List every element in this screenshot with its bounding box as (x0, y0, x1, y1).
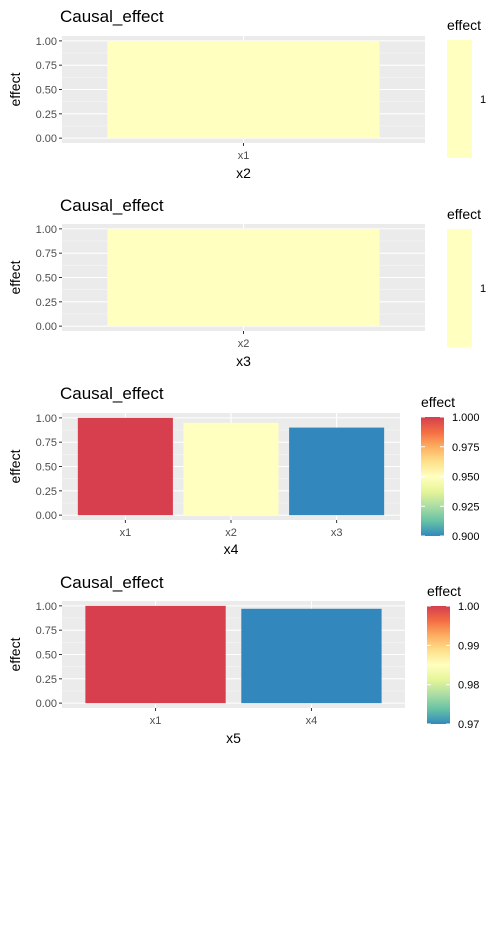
y-axis-title: effect (7, 260, 23, 294)
colorbar (421, 417, 444, 536)
y-tick-label: 0.00 (36, 133, 57, 145)
y-tick-label: 0.50 (36, 462, 57, 474)
x-tick-label: x3 (331, 527, 343, 539)
y-tick-label: 0.00 (36, 698, 57, 710)
legend-label: 1.00 (458, 601, 479, 613)
x-axis-title: x4 (224, 541, 239, 557)
y-tick-label: 1.00 (36, 36, 57, 48)
legend-label: 1 (480, 283, 486, 295)
legend-title: effect (421, 394, 455, 410)
legend-label: 0.98 (458, 680, 479, 692)
chart-panel-4: 0.00 0.25 0.50 0.75 1.00 x1 x4 Causal_effect x5 e… (7, 573, 479, 746)
chart-panel-1: 0.00 0.25 0.50 0.75 1.00 x1 Causal_effect x2 eff… (7, 7, 486, 181)
bar-x1 (77, 417, 173, 516)
y-axis-title: effect (7, 637, 23, 671)
legend-label: 0.900 (452, 531, 480, 543)
y-tick-label: 0.25 (36, 297, 57, 309)
bar-x1 (107, 40, 380, 139)
bar-x4 (241, 608, 382, 704)
y-axis-title: effect (7, 449, 23, 483)
x-tick-label: x2 (225, 527, 237, 539)
x-tick-label: x1 (150, 715, 162, 727)
chart-title: Causal_effect (60, 384, 164, 403)
legend-label: 0.925 (452, 501, 480, 513)
x-axis-title: x3 (236, 353, 251, 369)
chart-title: Causal_effect (60, 196, 164, 215)
y-tick-label: 1.00 (36, 224, 57, 236)
colorbar (427, 606, 450, 724)
y-tick-label: 0.25 (36, 109, 57, 121)
chart-title: Causal_effect (60, 573, 164, 592)
y-tick-label: 0.00 (36, 510, 57, 522)
chart-panel-2: 0.00 0.25 0.50 0.75 1.00 x2 Causal_effect x3 eff… (7, 196, 486, 369)
x-tick-label: x1 (120, 527, 132, 539)
y-tick-label: 0.00 (36, 321, 57, 333)
legend-label: 0.950 (452, 472, 480, 484)
chart-panel-3: 0.00 0.25 0.50 0.75 1.00 x1 x2 x3 Causal_effectx… (7, 384, 480, 557)
x-tick-label: x2 (238, 338, 250, 350)
y-tick-label: 0.75 (36, 248, 57, 260)
y-tick-label: 0.25 (36, 486, 57, 498)
bar-x2 (107, 228, 380, 327)
y-tick-label: 0.50 (36, 273, 57, 285)
x-axis-title: x2 (236, 165, 251, 181)
bar-x3 (289, 427, 385, 516)
x-tick-label: x1 (238, 150, 250, 162)
y-tick-label: 0.75 (36, 625, 57, 637)
y-tick-label: 0.50 (36, 650, 57, 662)
legend-label: 1 (480, 94, 486, 106)
y-tick-label: 1.00 (36, 413, 57, 425)
legend-title: effect (447, 17, 481, 33)
y-tick-label: 0.75 (36, 437, 57, 449)
colorbar (447, 229, 472, 347)
legend-title: effect (447, 206, 481, 222)
legend-label: 0.99 (458, 640, 479, 652)
legend: effect 1 (447, 206, 486, 347)
legend-label: 0.97 (458, 719, 479, 731)
y-tick-label: 0.25 (36, 674, 57, 686)
colorbar (447, 40, 472, 158)
chart-title: Causal_effect (60, 7, 164, 26)
legend: effect 1.000 0.975 0.950 0.925 0.900 (421, 394, 480, 543)
legend-label: 0.975 (452, 442, 480, 454)
legend: effect 1.00 0.99 0.98 0.97 (427, 583, 479, 731)
legend-title: effect (427, 583, 461, 599)
y-tick-label: 1.00 (36, 601, 57, 613)
bar-x2 (183, 422, 279, 516)
y-tick-label: 0.50 (36, 85, 57, 97)
y-tick-label: 0.75 (36, 60, 57, 72)
bar-x1 (85, 605, 226, 704)
x-tick-label: x4 (306, 715, 318, 727)
legend: effect 1 (447, 17, 486, 158)
y-axis-title: effect (7, 72, 23, 106)
x-axis-title: x5 (226, 730, 241, 746)
legend-label: 1.000 (452, 412, 480, 424)
